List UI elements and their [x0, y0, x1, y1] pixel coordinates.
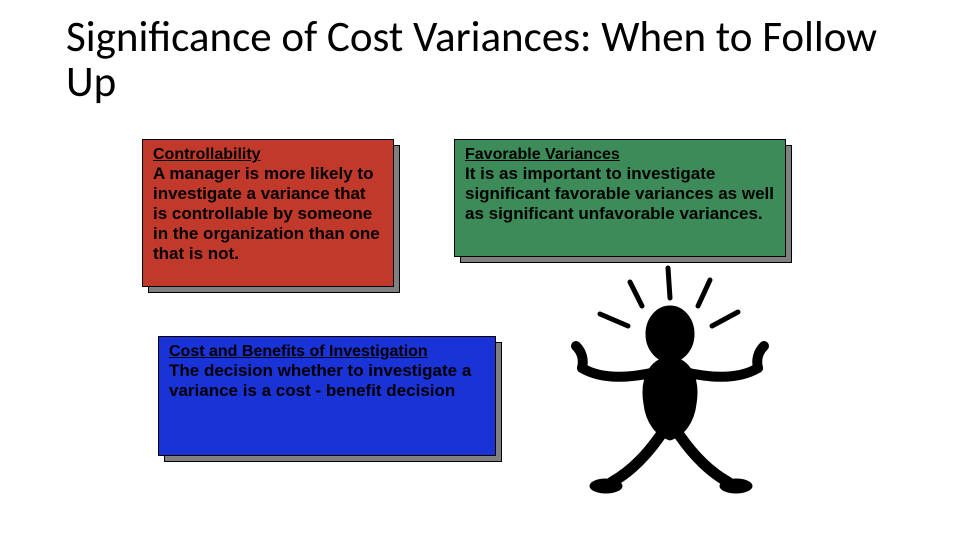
stick-figure-svg — [560, 260, 780, 500]
favorable-heading: Favorable Variances — [465, 146, 775, 164]
cost-benefit-box: Cost and Benefits of Investigation The d… — [158, 336, 496, 456]
cost-benefit-heading: Cost and Benefits of Investigation — [169, 343, 485, 361]
controllability-heading: Controllability — [153, 146, 383, 164]
favorable-body: It is as important to investigate signif… — [465, 164, 775, 224]
controllability-body: A manager is more likely to investigate … — [153, 164, 383, 264]
stick-figure-icon — [560, 260, 780, 500]
controllability-box: Controllability A manager is more likely… — [142, 139, 394, 287]
slide: { "layout": { "width_px": 960, "height_p… — [0, 0, 960, 540]
cost-benefit-body: The decision whether to investigate a va… — [169, 361, 485, 401]
favorable-box: Favorable Variances It is as important t… — [454, 139, 786, 257]
slide-title: Significance of Cost Variances: When to … — [66, 14, 886, 104]
